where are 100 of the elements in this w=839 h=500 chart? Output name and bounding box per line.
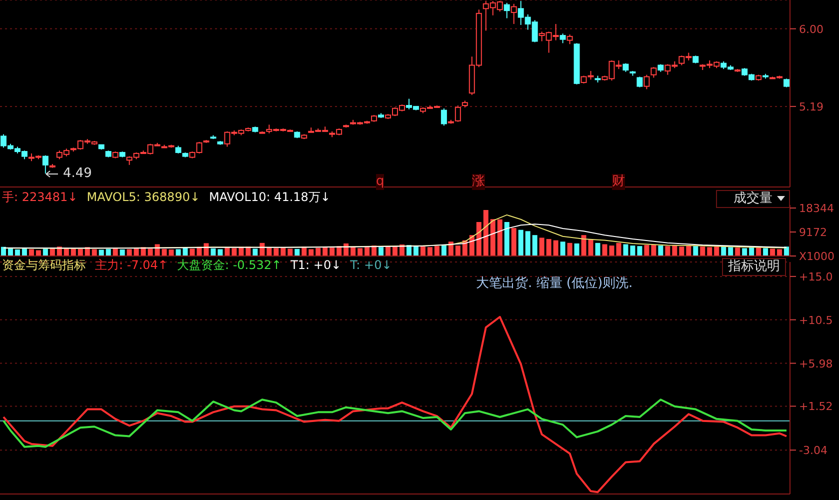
candlestick [504, 2, 510, 19]
bar [168, 249, 174, 256]
bar [413, 246, 418, 256]
bar [595, 242, 600, 256]
candlestick [650, 66, 657, 78]
annotation: 财 [612, 174, 625, 190]
annotation: q [376, 174, 384, 190]
bar [483, 210, 488, 256]
bar [679, 246, 684, 256]
bar [504, 222, 510, 256]
line-series [2, 398, 788, 448]
bar [274, 248, 279, 256]
bar [252, 248, 258, 256]
bar [546, 239, 552, 256]
bar [518, 230, 524, 256]
bar [539, 238, 544, 256]
candlestick [440, 108, 447, 126]
y-tick-label: 6.00 [799, 22, 824, 36]
bar [567, 242, 572, 256]
bar [126, 249, 132, 256]
bar [497, 219, 502, 256]
bar [630, 246, 636, 256]
bar [120, 249, 125, 256]
bar [700, 246, 706, 256]
bar [364, 247, 370, 256]
bar [735, 248, 740, 256]
line-series [2, 316, 788, 494]
bar [616, 242, 622, 256]
bar [693, 246, 698, 256]
bar [378, 247, 384, 256]
chart-title: 资金与筹码指标 [2, 258, 86, 273]
candlestick [454, 104, 461, 122]
candlestick [510, 3, 517, 24]
bar [98, 250, 104, 256]
y-tick-label: +5.98 [799, 357, 833, 370]
bar [665, 246, 670, 256]
candlestick [636, 76, 643, 88]
annotation: 指标说明 [728, 259, 780, 275]
y-tick-label: 18344 [799, 202, 834, 216]
bar [330, 248, 335, 256]
bar [392, 246, 398, 256]
bar [92, 249, 97, 256]
bar [525, 231, 530, 256]
bar [707, 247, 712, 256]
y-tick-label: -3.04 [799, 444, 828, 458]
text: 手: 223481↓ [2, 190, 78, 205]
bar [308, 249, 314, 256]
bar [749, 247, 754, 256]
bar [36, 250, 41, 256]
bar [148, 248, 153, 256]
bar [602, 244, 608, 256]
y-tick-label: 9172 [799, 226, 827, 240]
bar [280, 248, 286, 256]
bar [476, 222, 482, 256]
annotation: T1: +0↓ [290, 258, 342, 273]
bar [560, 242, 566, 256]
line-series [2, 224, 788, 249]
bar [777, 249, 782, 256]
bar [78, 248, 83, 256]
bar [644, 245, 650, 256]
annotation: 4.49 [63, 166, 92, 182]
y-tick-label: 5.19 [799, 100, 824, 114]
bar [511, 228, 516, 256]
annotation: 大笔出货. 缩量 (低位)则洗. [476, 276, 633, 292]
y-tick-label: +10.5 [799, 314, 833, 327]
bar [658, 246, 664, 256]
bar [182, 248, 188, 256]
bar [358, 248, 363, 256]
bar [609, 246, 614, 256]
bar [742, 248, 748, 256]
bar [637, 246, 642, 256]
bar [162, 248, 167, 256]
candlestick [42, 154, 48, 174]
bar [218, 249, 223, 256]
bar [763, 248, 768, 256]
candlestick [644, 74, 650, 90]
candlestick [560, 33, 566, 44]
bar [106, 248, 111, 256]
annotation: 成交量 [734, 191, 772, 207]
text: 大盘资金: -0.532↑ [176, 258, 282, 273]
y-tick-label: +15.0 [799, 270, 833, 284]
bar [588, 239, 594, 256]
text: MAVOL10: 41.18万↓ [209, 190, 330, 205]
bar [455, 246, 460, 256]
annotation: 涨 [472, 174, 485, 190]
bar [581, 235, 586, 256]
bar [420, 246, 426, 256]
bar [553, 240, 558, 256]
bar [490, 219, 496, 256]
bar [190, 248, 195, 256]
bar [434, 246, 440, 256]
text: MAVOL5: 368890↓ [86, 190, 200, 205]
bar [714, 246, 720, 256]
bar [232, 248, 237, 256]
candlestick [566, 34, 573, 45]
bar [532, 235, 538, 256]
bar [176, 249, 181, 256]
bar [756, 248, 762, 256]
bar [672, 246, 678, 256]
bar [224, 248, 230, 256]
